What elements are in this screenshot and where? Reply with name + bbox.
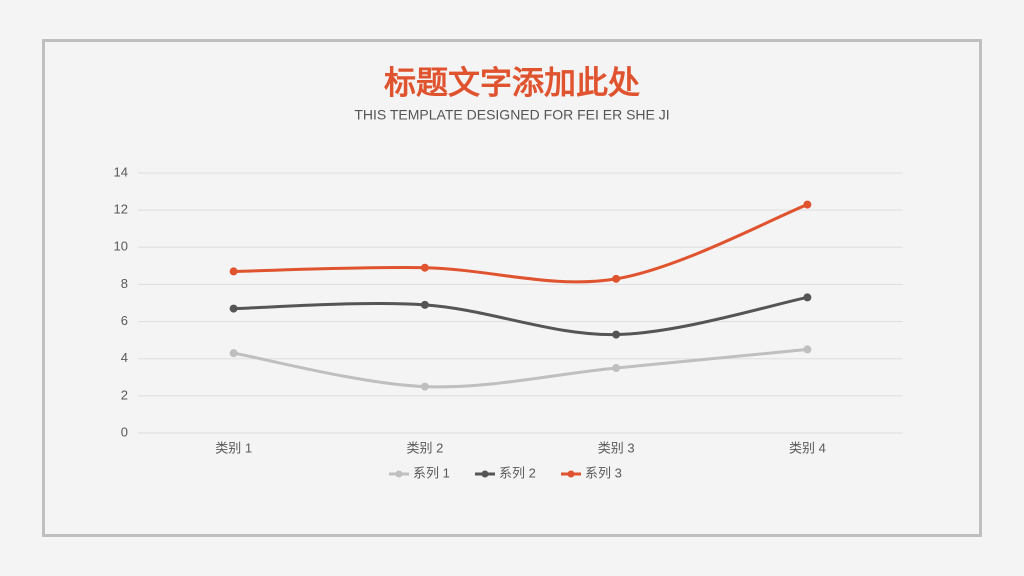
x-tick-label: 类别 3 xyxy=(598,440,635,455)
data-point xyxy=(420,300,429,309)
legend-label: 系列 3 xyxy=(585,465,622,480)
y-tick-label: 12 xyxy=(114,202,128,217)
data-point xyxy=(229,349,238,358)
x-tick-label: 类别 1 xyxy=(215,440,252,455)
series-line xyxy=(232,295,809,337)
legend-marker xyxy=(567,470,575,478)
x-tick-label: 类别 4 xyxy=(789,440,826,455)
y-tick-label: 6 xyxy=(121,313,128,328)
y-tick-label: 0 xyxy=(121,424,128,439)
data-point xyxy=(803,345,812,354)
data-point xyxy=(420,263,429,272)
data-point xyxy=(612,364,621,372)
data-point xyxy=(612,330,621,339)
data-point xyxy=(229,304,238,313)
legend-label: 系列 1 xyxy=(413,465,450,480)
data-point xyxy=(420,382,429,391)
y-tick-label: 8 xyxy=(121,276,128,291)
legend-marker xyxy=(395,470,403,478)
data-point xyxy=(803,200,812,209)
series-line xyxy=(232,347,809,389)
y-tick-label: 14 xyxy=(114,164,128,179)
legend-marker xyxy=(481,470,489,478)
frame xyxy=(42,39,982,537)
series-line xyxy=(232,203,809,284)
chart-title: 标题文字添加此处 xyxy=(384,64,640,100)
y-tick-label: 2 xyxy=(121,387,128,402)
y-tick-label: 4 xyxy=(121,350,128,365)
chart-subtitle: THIS TEMPLATE DESIGNED FOR FEI ER SHE JI xyxy=(354,107,669,123)
y-tick-label: 10 xyxy=(114,239,128,254)
x-tick-label: 类别 2 xyxy=(406,440,443,455)
legend-label: 系列 2 xyxy=(499,465,536,480)
data-point xyxy=(803,293,812,302)
data-point xyxy=(612,274,621,283)
data-point xyxy=(229,267,238,276)
